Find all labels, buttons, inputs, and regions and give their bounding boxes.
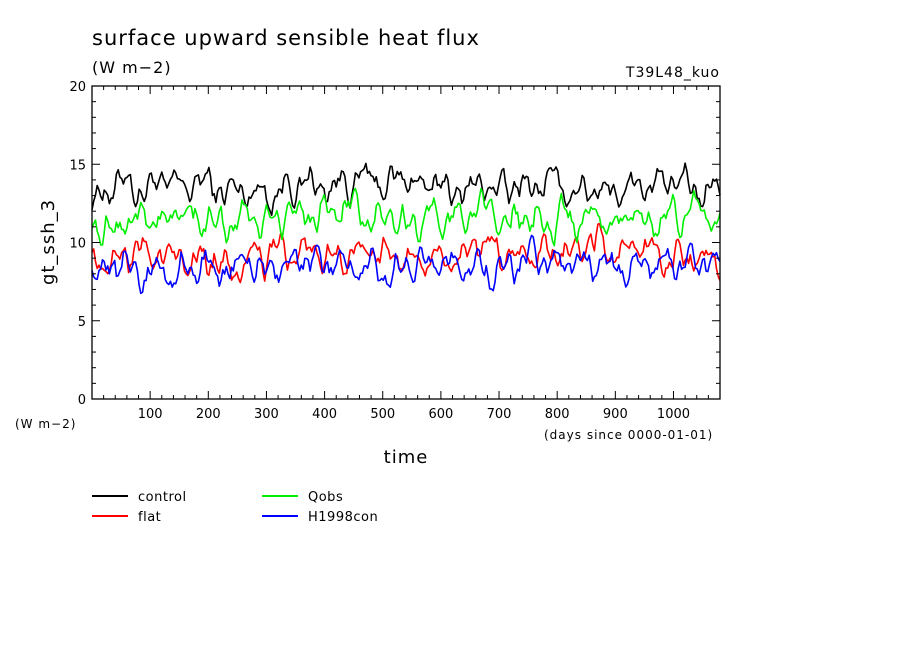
series-line-qobs — [91, 187, 721, 247]
x-tick-label: 900 — [603, 407, 628, 422]
y-axis-label: gt_ssh_3 — [38, 199, 59, 285]
x-tick-label: 100 — [138, 407, 163, 422]
legend: control flat Qobs H1998con — [92, 490, 378, 525]
chart-subtitle: (W m−2) — [92, 58, 172, 77]
legend-label: Qobs — [308, 490, 343, 505]
series-line-control — [91, 162, 721, 217]
legend-label: H1998con — [308, 510, 378, 525]
ticks-layer: 100 200 300 400 500 600 700 800 900 1000 0 5 10 15 20 — [69, 80, 720, 422]
y-tick-label: 5 — [78, 315, 86, 330]
x-tick-label: 1000 — [657, 407, 690, 422]
series-line-flat — [91, 222, 721, 284]
legend-label: control — [138, 490, 187, 505]
x-tick-label: 300 — [254, 407, 279, 422]
run-tag: T39L48_kuo — [625, 65, 720, 81]
x-tick-label: 200 — [196, 407, 221, 422]
x-axis-label: time — [384, 447, 429, 468]
series-layer — [91, 162, 721, 295]
x-tick-label: 500 — [370, 407, 395, 422]
x-tick-label: 400 — [312, 407, 337, 422]
x-tick-label: 800 — [545, 407, 570, 422]
chart-title: surface upward sensible heat flux — [92, 26, 480, 50]
series-line-h1998con — [91, 234, 721, 295]
legend-label: flat — [138, 510, 161, 525]
y-units-label: (W m−2) — [15, 417, 76, 431]
y-tick-label: 10 — [69, 237, 86, 252]
x-units-label: (days since 0000-01-01) — [544, 428, 713, 442]
x-tick-label: 600 — [428, 407, 453, 422]
y-tick-label: 0 — [78, 393, 86, 408]
y-tick-label: 20 — [69, 80, 86, 95]
x-tick-label: 700 — [487, 407, 512, 422]
y-tick-label: 15 — [69, 158, 86, 173]
plot-frame — [91, 85, 721, 400]
